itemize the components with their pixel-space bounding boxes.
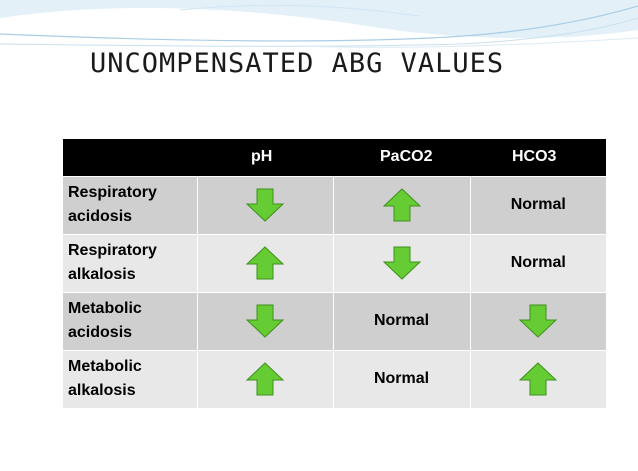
paco2-cell [333, 233, 471, 292]
header-empty [63, 139, 197, 176]
normal-value: Normal [510, 254, 566, 271]
hco3-cell: Normal [470, 233, 606, 292]
hco3-cell [470, 349, 606, 408]
table-row: Respiratory alkalosis Normal [63, 233, 606, 292]
header-paco2: PaCO2 [380, 148, 433, 166]
paco2-cell: Normal [333, 349, 471, 408]
up-arrow-icon [382, 187, 422, 223]
normal-value: Normal [373, 312, 430, 329]
decorative-header-swoosh [0, 0, 638, 48]
table-header-row: pH PaCO2 HCO3 [63, 139, 606, 176]
ph-cell [197, 291, 334, 350]
ph-cell [197, 233, 334, 292]
hco3-cell [470, 291, 606, 350]
row-label: Metabolic alkalosis [63, 349, 198, 408]
normal-value: Normal [373, 370, 430, 388]
ph-cell [197, 175, 334, 234]
abg-values-table: pH PaCO2 HCO3 Respiratory acidosis Normal… [63, 139, 606, 408]
table-row: Respiratory acidosis Normal [63, 175, 606, 234]
down-arrow-icon [518, 303, 558, 339]
down-arrow-icon [382, 245, 422, 281]
paco2-cell [333, 175, 471, 234]
down-arrow-icon [245, 303, 285, 339]
table-row: Metabolic acidosis Normal [63, 291, 606, 350]
down-arrow-icon [245, 187, 285, 223]
ph-cell [197, 349, 334, 408]
normal-value: Normal [510, 196, 566, 213]
up-arrow-icon [518, 361, 558, 397]
row-label: Respiratory alkalosis [63, 233, 198, 292]
header-ph: pH [251, 148, 273, 166]
row-label: Metabolic acidosis [63, 291, 198, 350]
up-arrow-icon [245, 361, 285, 397]
table-row: Metabolic alkalosis Normal [63, 349, 606, 408]
row-label: Respiratory acidosis [63, 175, 198, 234]
paco2-cell: Normal [333, 291, 471, 350]
slide-title: UNCOMPENSATED ABG VALUES [90, 48, 505, 79]
header-hco3: HCO3 [512, 148, 557, 166]
hco3-cell: Normal [470, 175, 606, 234]
up-arrow-icon [245, 245, 285, 281]
